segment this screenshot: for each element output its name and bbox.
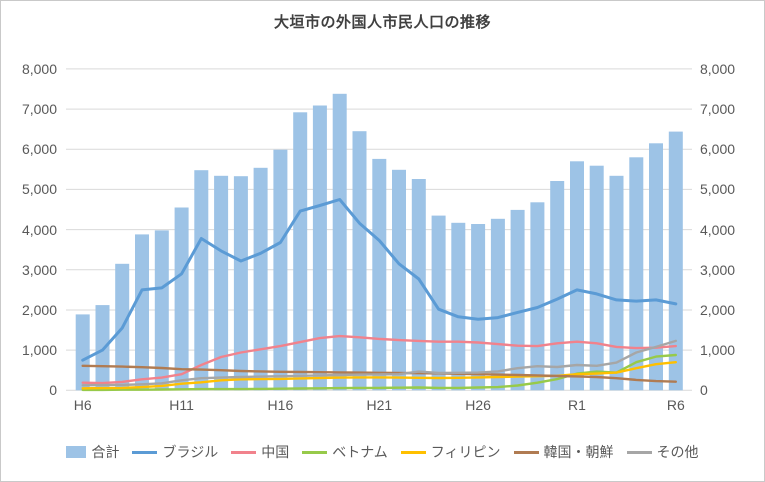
bar-合計 — [550, 181, 565, 391]
bar-合計 — [233, 176, 248, 391]
legend-label: ベトナム — [332, 444, 388, 460]
legend-item-その他: その他 — [626, 442, 699, 462]
y-tick-right: 3,000 — [700, 261, 736, 278]
y-tick-left: 8,000 — [21, 60, 57, 77]
legend-item-中国: 中国 — [231, 442, 289, 462]
bar-合計 — [135, 234, 149, 391]
bar-合計 — [75, 314, 90, 391]
legend-label: 合計 — [91, 444, 120, 460]
y-tick-right: 4,000 — [700, 221, 736, 238]
legend-item-ブラジル: ブラジル — [132, 442, 218, 462]
y-tick-left: 5,000 — [21, 181, 57, 198]
y-tick-right: 0 — [700, 382, 708, 399]
bar-合計 — [95, 305, 110, 391]
y-tick-left: 1,000 — [21, 342, 57, 359]
legend-swatch-icon — [513, 450, 539, 454]
legend-label: フィリピン — [430, 444, 501, 460]
y-tick-left: 0 — [49, 382, 57, 399]
bar-合計 — [154, 230, 169, 391]
legend-item-ベトナム: ベトナム — [302, 442, 388, 462]
line-フィリピン — [81, 361, 677, 390]
bar-合計 — [431, 215, 446, 391]
bar-合計 — [589, 165, 604, 391]
x-tick: H21 — [366, 397, 393, 413]
x-tick: H26 — [465, 397, 491, 413]
legend-label: 中国 — [261, 444, 290, 460]
line-ブラジル — [81, 198, 678, 362]
bar-合計 — [668, 131, 683, 391]
x-tick: H6 — [73, 397, 92, 413]
y-tick-left: 7,000 — [21, 101, 57, 118]
bar-合計 — [253, 167, 268, 391]
y-tick-right: 7,000 — [700, 101, 736, 118]
bar-合計 — [332, 93, 347, 391]
y-tick-right: 5,000 — [700, 181, 736, 198]
x-tick: R1 — [568, 397, 586, 413]
bar-合計 — [451, 222, 466, 391]
legend-swatch-icon — [400, 450, 426, 454]
legend-item-フィリピン: フィリピン — [400, 442, 501, 462]
bar-合計 — [609, 175, 624, 391]
legend-label: 韓国・朝鮮 — [543, 444, 614, 460]
bar-合計 — [530, 202, 545, 391]
y-tick-right: 8,000 — [700, 60, 736, 77]
bar-合計 — [392, 169, 406, 391]
legend-swatch-icon — [626, 450, 652, 454]
y-tick-right: 1,000 — [700, 342, 736, 359]
bar-合計 — [570, 161, 584, 391]
bar-合計 — [629, 157, 644, 391]
x-tick: H11 — [169, 397, 194, 413]
x-tick: R6 — [666, 397, 685, 413]
y-tick-left: 3,000 — [21, 261, 57, 278]
bar-合計 — [293, 112, 308, 391]
bar-合計 — [372, 158, 387, 391]
legend-item-韓国・朝鮮: 韓国・朝鮮 — [513, 442, 614, 462]
y-tick-left: 4,000 — [21, 221, 57, 238]
bar-合計 — [312, 105, 327, 391]
bar-合計 — [174, 207, 189, 391]
legend-swatch-icon — [231, 450, 257, 454]
x-tick: H16 — [267, 397, 294, 413]
line-その他 — [81, 339, 677, 387]
line-韓国・朝鮮 — [81, 364, 677, 383]
y-tick-left: 2,000 — [21, 302, 57, 318]
bar-合計 — [352, 131, 367, 391]
legend-swatch-icon — [132, 450, 158, 454]
legend: 合計 ブラジル 中国 ベトナム フィリピン 韓国・朝鮮 その他 — [1, 442, 764, 462]
bar-合計 — [194, 170, 209, 391]
bar-合計 — [471, 224, 486, 391]
y-tick-left: 6,000 — [21, 141, 57, 158]
legend-swatch-icon — [302, 450, 328, 454]
bar-合計 — [214, 175, 229, 391]
bar-合計 — [490, 218, 505, 391]
bar-合計 — [273, 149, 288, 391]
bar-合計 — [411, 179, 426, 391]
legend-item-合計: 合計 — [66, 442, 119, 462]
legend-label: その他 — [656, 444, 699, 460]
bar-合計 — [510, 209, 525, 391]
y-tick-right: 2,000 — [700, 302, 736, 318]
line-中国 — [81, 334, 677, 385]
legend-swatch-icon — [66, 446, 87, 458]
y-tick-right: 6,000 — [700, 141, 736, 158]
bar-合計 — [649, 143, 663, 391]
chart-title: 大垣市の外国人市民人口の推移 — [273, 14, 491, 31]
legend-label: ブラジル — [162, 444, 219, 460]
